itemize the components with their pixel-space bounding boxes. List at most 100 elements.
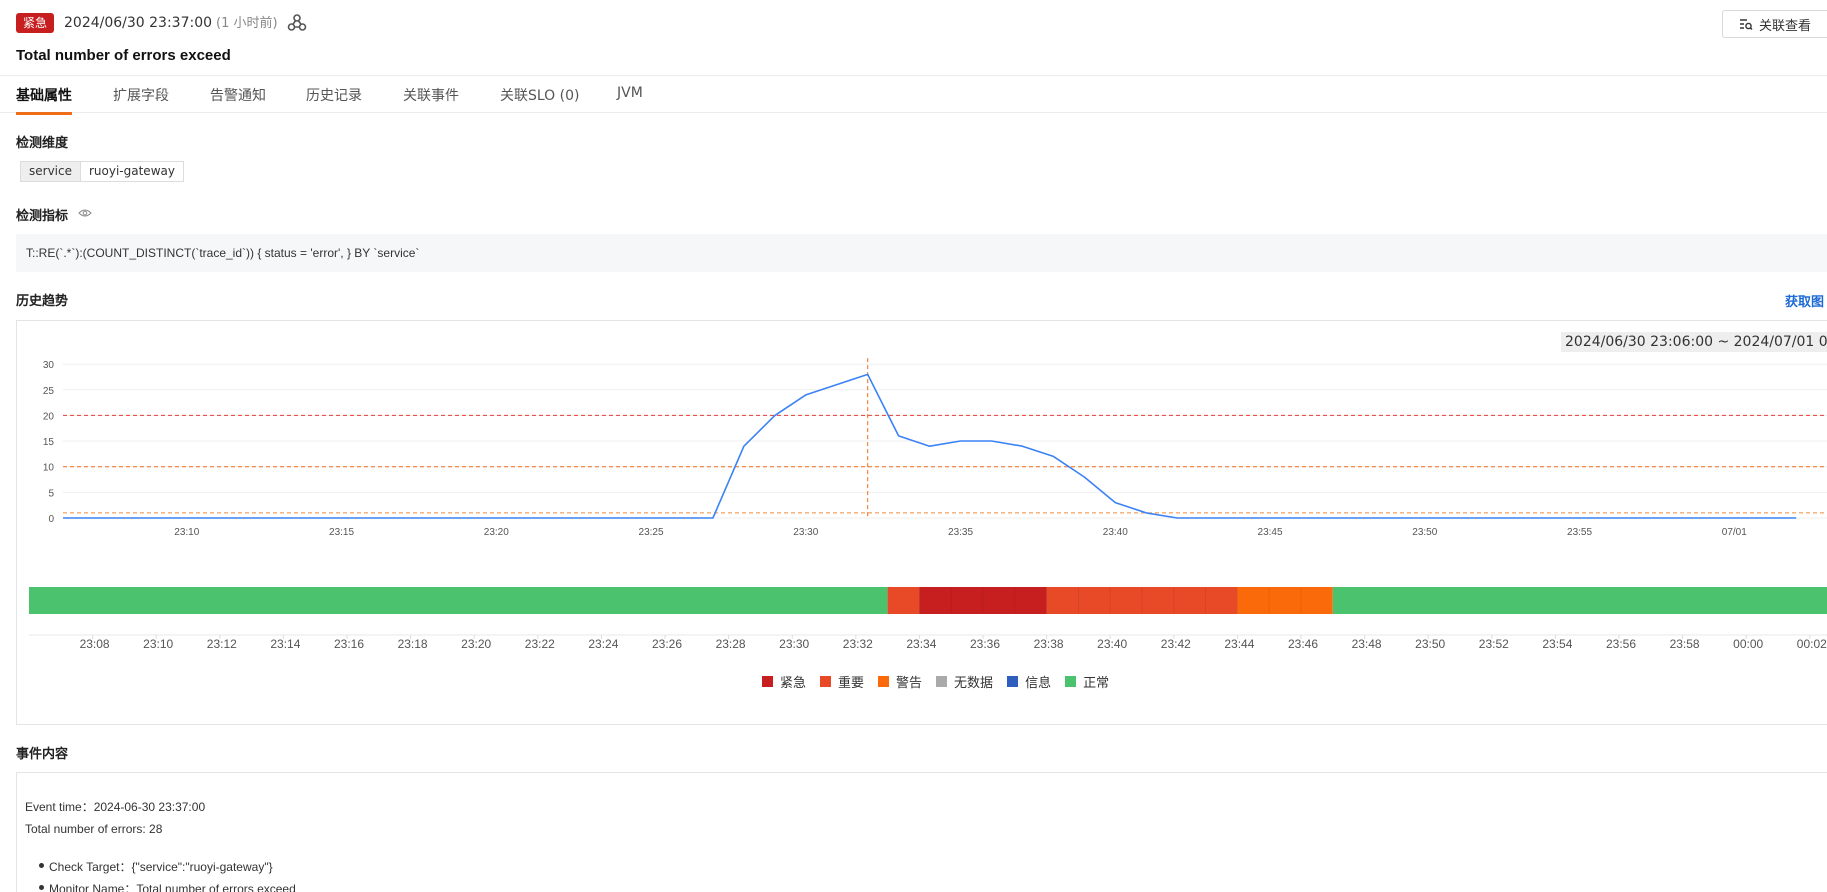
x-tick-label: 23:25 — [639, 527, 664, 538]
data-point — [1207, 517, 1209, 519]
x-tick-label: 23:44 — [1224, 637, 1254, 650]
status-legend: 紧急 重要 警告 无数据 信息 正常 — [762, 672, 1109, 691]
data-point — [1486, 517, 1488, 519]
x-tick-label: 23:30 — [793, 527, 818, 538]
data-point — [898, 435, 900, 437]
legend-item[interactable]: 无数据 — [936, 672, 993, 691]
tab-related-slo[interactable]: 关联SLO (0) — [500, 88, 580, 104]
data-point — [681, 517, 683, 519]
data-point — [1702, 517, 1704, 519]
data-point — [1672, 517, 1674, 519]
x-tick-label: 23:26 — [652, 637, 682, 650]
x-tick-label: 23:12 — [207, 637, 237, 650]
data-point — [1610, 517, 1612, 519]
eye-icon[interactable] — [78, 208, 92, 218]
metric-query: T::RE(`.*`):(COUNT_DISTINCT(`trace_id`))… — [16, 234, 1827, 272]
data-point — [1176, 517, 1178, 519]
dimension-title: 检测维度 — [16, 136, 69, 151]
y-tick-label: 25 — [43, 386, 55, 397]
event-time-value: 2024/06/30 23:37:00 — [64, 15, 213, 31]
legend-swatch — [936, 676, 948, 687]
data-point — [1362, 517, 1364, 519]
data-point — [588, 517, 590, 519]
legend-label: 信息 — [1025, 676, 1052, 691]
history-title: 历史趋势 — [16, 294, 69, 309]
status-heatmap-chart: 23:08 23:10 23:12 23:14 23:16 23:18 23:20 23:22… — [29, 587, 1827, 650]
x-tick-label: 23:55 — [1567, 527, 1592, 538]
webhook-icon[interactable] — [287, 13, 307, 33]
status-segment — [983, 587, 1047, 614]
legend-label: 重要 — [838, 676, 865, 691]
assoc-view-button[interactable]: 关联查看 — [1722, 10, 1827, 38]
data-point — [1455, 517, 1457, 519]
legend-label: 警告 — [896, 676, 923, 691]
event-time-line: Event time：2024-06-30 23:37:00 — [25, 800, 206, 814]
data-point — [619, 517, 621, 519]
x-tick-label: 00:00 — [1733, 637, 1763, 650]
dimension-key: service — [21, 162, 81, 181]
time-range[interactable]: 2024/06/30 23:06:00 ~ 2024/07/01 00: — [1561, 332, 1827, 352]
x-tick-label: 23:40 — [1103, 527, 1128, 538]
x-tick-label: 23:28 — [716, 637, 746, 650]
x-tick-label: 23:54 — [1542, 637, 1572, 650]
x-tick-label: 23:48 — [1352, 637, 1382, 650]
data-point — [1733, 517, 1735, 519]
data-point — [124, 517, 126, 519]
tab-history[interactable]: 历史记录 — [306, 88, 362, 104]
series-line — [63, 373, 1797, 519]
history-chart-panel — [16, 320, 1827, 725]
legend-label: 紧急 — [780, 676, 807, 691]
data-point — [1022, 445, 1024, 447]
legend-item[interactable]: 信息 — [1007, 672, 1051, 691]
legend-swatch — [878, 676, 890, 687]
x-tick-label: 00:02 — [1797, 637, 1827, 650]
legend-item[interactable]: 紧急 — [762, 672, 806, 691]
legend-label: 正常 — [1083, 676, 1110, 691]
x-tick-label: 23:10 — [174, 527, 199, 538]
tab-related-events[interactable]: 关联事件 — [403, 88, 459, 104]
x-tick-label: 23:18 — [398, 637, 428, 650]
y-tick-label: 15 — [43, 437, 55, 448]
legend-swatch — [762, 676, 773, 687]
tab-extended-fields[interactable]: 扩展字段 — [113, 88, 169, 104]
data-point — [1145, 512, 1147, 514]
data-point — [464, 517, 466, 519]
x-tick-label: 23:30 — [779, 637, 809, 650]
assoc-view-label: 关联查看 — [1759, 18, 1812, 34]
data-point — [1517, 517, 1519, 519]
legend-item[interactable]: 正常 — [1065, 672, 1109, 691]
data-point — [557, 517, 559, 519]
severity-badge: 紧急 — [16, 13, 55, 33]
list-item: Check Target：{"service":"ruoyi-gateway"} — [39, 860, 273, 874]
data-point — [774, 415, 776, 417]
x-tick-label: 23:42 — [1161, 637, 1191, 650]
x-tick-label: 23:15 — [329, 527, 354, 538]
y-tick-label: 0 — [48, 514, 54, 525]
legend-swatch — [820, 676, 832, 687]
x-tick-label: 23:50 — [1415, 637, 1445, 650]
x-tick-label: 23:20 — [484, 527, 509, 538]
y-tick-label: 30 — [43, 360, 55, 371]
x-tick-label: 23:52 — [1479, 637, 1509, 650]
x-tick-label: 23:14 — [270, 637, 300, 650]
data-point — [526, 517, 528, 519]
event-errors-line: Total number of errors: 28 — [25, 822, 163, 836]
x-tick-label: 23:24 — [588, 637, 618, 650]
status-segment — [919, 587, 983, 614]
event-title: Total number of errors exceed — [16, 47, 231, 64]
get-chart-link[interactable]: 获取图 — [1785, 295, 1825, 310]
legend-swatch — [1065, 676, 1077, 687]
data-point — [495, 517, 497, 519]
x-tick-label: 23:36 — [970, 637, 1000, 650]
tab-alert-notify[interactable]: 告警通知 — [210, 88, 266, 104]
y-tick-label: 10 — [43, 463, 55, 474]
data-point — [372, 517, 374, 519]
legend-item[interactable]: 重要 — [820, 672, 864, 691]
y-tick-label: 20 — [43, 411, 55, 422]
x-tick-label: 23:46 — [1288, 637, 1318, 650]
event-time: 2024/06/30 23:37:00 (1 小时前) — [64, 13, 278, 34]
tab-jvm[interactable]: JVM — [617, 85, 643, 101]
tab-basic[interactable]: 基础属性 — [16, 85, 72, 115]
legend-item[interactable]: 警告 — [878, 672, 922, 691]
data-point — [62, 517, 64, 519]
